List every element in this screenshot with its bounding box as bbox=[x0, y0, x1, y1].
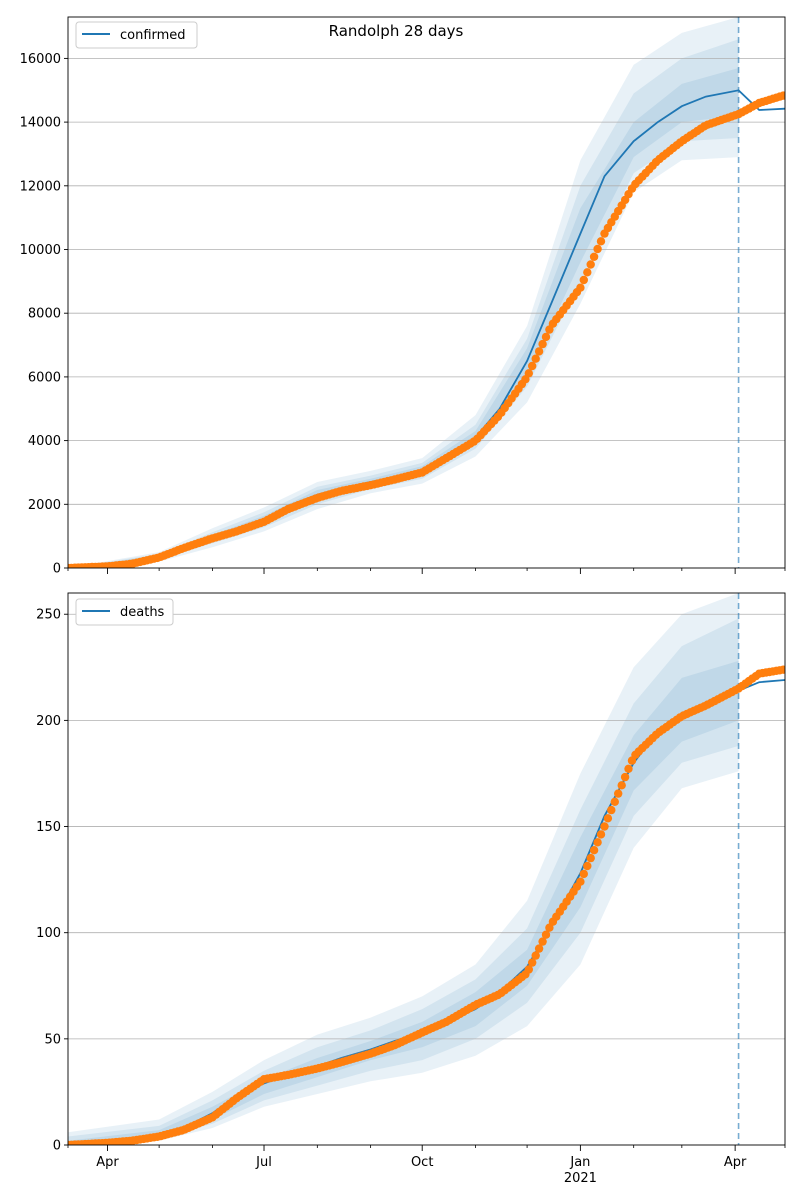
y-tick-label: 250 bbox=[36, 608, 61, 623]
confirmed-legend: confirmed bbox=[75, 21, 198, 49]
observed-point bbox=[524, 965, 533, 974]
y-tick-label: 2000 bbox=[28, 498, 61, 513]
confirmed-uncertainty-bands bbox=[68, 17, 739, 568]
axes-frame bbox=[67, 592, 786, 1146]
observed-point bbox=[620, 772, 630, 782]
confirmed-gridlines bbox=[68, 58, 785, 505]
observed-point bbox=[534, 347, 544, 356]
observed-point bbox=[583, 268, 592, 277]
deaths-panel: 0 50 100 150 200 250 Apr Jul Oct Jan Apr 2021 deat… bbox=[36, 592, 786, 1186]
observed-point bbox=[524, 369, 533, 378]
axes-frame bbox=[67, 16, 786, 569]
confirmed-observed-points bbox=[68, 91, 785, 568]
observed-point bbox=[596, 237, 606, 246]
deaths-legend: deaths bbox=[75, 598, 174, 626]
observed-point bbox=[528, 361, 537, 371]
y-tick-label: 150 bbox=[36, 820, 61, 835]
uncertainty-band-2 bbox=[68, 68, 739, 568]
observed-point bbox=[531, 354, 540, 363]
observed-point bbox=[593, 244, 602, 254]
deaths-legend-box bbox=[75, 598, 174, 626]
y-tick-label: 10000 bbox=[20, 243, 61, 258]
observed-point bbox=[589, 846, 599, 855]
observed-point bbox=[583, 861, 592, 871]
y-tick-label: 14000 bbox=[20, 116, 61, 131]
observed-point bbox=[579, 275, 588, 285]
observed-point bbox=[614, 789, 623, 798]
observed-point bbox=[579, 869, 588, 879]
observed-point bbox=[589, 252, 599, 261]
y-tick-label: 6000 bbox=[28, 370, 61, 385]
uncertainty-band-1 bbox=[68, 39, 739, 568]
y-tick-label: 4000 bbox=[28, 434, 61, 449]
deaths-y-axis: 0 50 100 150 200 250 bbox=[36, 608, 68, 1154]
confirmed-legend-box bbox=[75, 21, 198, 49]
confirmed-x-axis bbox=[67, 568, 786, 574]
x-tick-label: Jan bbox=[569, 1155, 590, 1170]
x-tick-label: Apr bbox=[724, 1155, 747, 1170]
observed-point bbox=[624, 764, 633, 773]
y-tick-label: 50 bbox=[44, 1032, 61, 1047]
deaths-legend-label: deaths bbox=[120, 605, 165, 620]
y-tick-label: 16000 bbox=[20, 52, 61, 67]
x-year-label: 2021 bbox=[564, 1171, 597, 1186]
observed-point bbox=[538, 339, 547, 349]
confirmed-axes-frame bbox=[67, 16, 786, 569]
deaths-x-axis: Apr Jul Oct Jan Apr 2021 bbox=[67, 1145, 786, 1186]
y-tick-label: 200 bbox=[36, 714, 61, 729]
observed-point bbox=[610, 797, 619, 806]
uncertainty-band-0 bbox=[68, 593, 739, 1145]
y-tick-label: 0 bbox=[53, 562, 61, 577]
observed-point bbox=[593, 838, 602, 847]
observed-point bbox=[541, 332, 551, 342]
deaths-observed-points bbox=[68, 665, 785, 1145]
confirmed-panel: 0 2000 4000 6000 8000 10000 12000 14000 16000 co… bbox=[20, 16, 786, 577]
x-tick-label: Apr bbox=[96, 1155, 119, 1170]
y-tick-label: 12000 bbox=[20, 179, 61, 194]
observed-point bbox=[586, 260, 595, 269]
uncertainty-band-0 bbox=[68, 17, 739, 568]
y-tick-label: 8000 bbox=[28, 307, 61, 322]
observed-point bbox=[596, 830, 606, 839]
x-tick-label: Oct bbox=[411, 1155, 433, 1170]
x-tick-label: Jul bbox=[255, 1155, 272, 1170]
observed-point bbox=[607, 805, 616, 815]
chart-title: Randolph 28 days bbox=[329, 22, 464, 40]
deaths-gridlines bbox=[68, 613, 785, 1040]
observed-point bbox=[779, 91, 785, 100]
confirmed-y-axis: 0 2000 4000 6000 8000 10000 12000 14000 16000 bbox=[20, 52, 68, 577]
uncertainty-band-2 bbox=[68, 660, 739, 1145]
confirmed-legend-label: confirmed bbox=[120, 28, 186, 43]
y-tick-label: 0 bbox=[53, 1139, 61, 1154]
observed-point bbox=[603, 814, 613, 823]
observed-point bbox=[586, 853, 595, 863]
deaths-axes-frame bbox=[67, 592, 786, 1146]
observed-point bbox=[600, 822, 609, 831]
observed-point bbox=[779, 665, 785, 674]
observed-point bbox=[576, 283, 585, 292]
y-tick-label: 100 bbox=[36, 926, 61, 941]
observed-point bbox=[534, 944, 544, 953]
observed-point bbox=[538, 937, 547, 946]
deaths-uncertainty-bands bbox=[68, 593, 739, 1145]
observed-point bbox=[541, 930, 551, 939]
observed-point bbox=[617, 781, 626, 790]
observed-point bbox=[528, 958, 537, 967]
observed-point bbox=[531, 951, 540, 960]
observed-point bbox=[576, 877, 585, 886]
